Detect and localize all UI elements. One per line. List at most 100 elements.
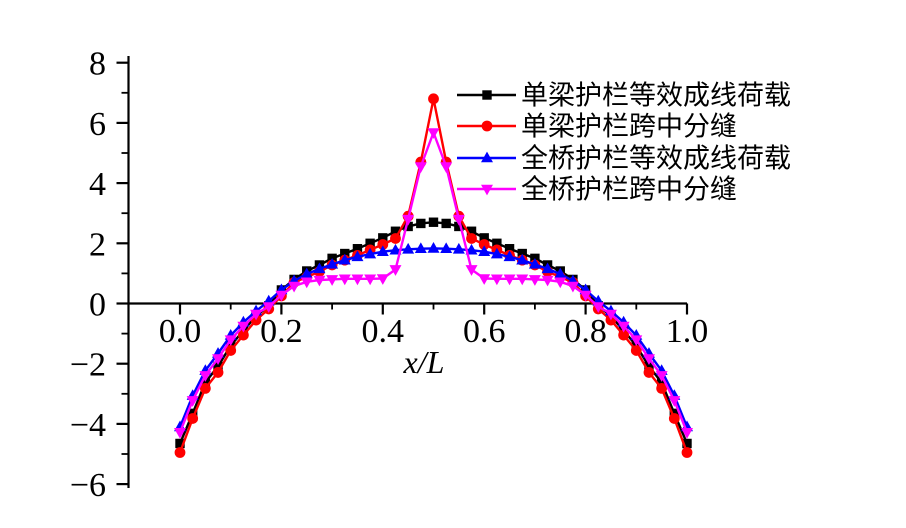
- data-point-marker: [338, 253, 351, 265]
- series-2: [174, 242, 693, 432]
- data-point-marker: [186, 396, 199, 407]
- data-point-marker: [630, 335, 643, 347]
- y-tick-label: 8: [89, 46, 106, 83]
- x-tick-label: 1.0: [666, 313, 709, 350]
- data-point-marker: [237, 321, 250, 333]
- data-point-marker: [655, 371, 668, 382]
- data-point-marker: [668, 396, 681, 407]
- legend-marker: [482, 90, 492, 100]
- data-point-marker: [313, 275, 326, 287]
- data-point-marker: [592, 302, 605, 313]
- data-point-marker: [479, 233, 489, 243]
- data-point-marker: [566, 281, 579, 293]
- data-point-marker: [237, 329, 249, 341]
- data-point-marker: [428, 217, 439, 227]
- data-point-marker: [492, 238, 502, 248]
- data-point-marker: [452, 214, 465, 226]
- data-point-marker: [174, 428, 186, 439]
- y-tick-label: 2: [89, 226, 106, 263]
- y-tick-label: 4: [89, 166, 106, 203]
- data-point-marker: [643, 367, 655, 378]
- data-point-marker: [199, 371, 212, 382]
- legend-label: 单梁护栏等效成线荷载: [521, 81, 791, 111]
- data-point-marker: [440, 162, 453, 173]
- data-point-marker: [200, 377, 211, 388]
- data-point-marker: [389, 243, 402, 255]
- legend-entry-2: 全桥护栏等效成线荷载: [457, 144, 791, 174]
- data-point-marker: [376, 245, 389, 257]
- data-point-marker: [656, 382, 668, 394]
- data-point-marker: [644, 361, 654, 372]
- data-point-marker: [604, 309, 617, 321]
- data-point-marker: [403, 221, 413, 232]
- legend-marker: [481, 184, 493, 196]
- data-point-marker: [630, 345, 642, 356]
- data-point-marker: [541, 262, 554, 274]
- data-point-marker: [364, 274, 377, 286]
- data-point-marker: [365, 238, 375, 248]
- legend-entry-0: 单梁护栏等效成线荷载: [457, 81, 791, 111]
- data-point-marker: [414, 242, 427, 254]
- data-point-marker: [326, 275, 339, 286]
- series-line: [178, 247, 689, 428]
- y-tick-label: 0: [89, 287, 106, 324]
- data-point-marker: [213, 361, 223, 372]
- data-point-marker: [490, 274, 503, 286]
- data-point-marker: [579, 290, 592, 302]
- legend-label: 全桥护栏跨中分缝: [521, 175, 737, 205]
- data-point-marker: [503, 274, 516, 286]
- data-point-marker: [504, 244, 515, 254]
- data-point-marker: [618, 329, 630, 341]
- data-point-marker: [340, 248, 350, 259]
- data-point-marker: [516, 253, 529, 265]
- x-axis-label: x/L: [403, 344, 445, 380]
- data-point-marker: [364, 247, 377, 259]
- data-point-marker: [378, 233, 388, 243]
- x-tick-label: 0.4: [362, 313, 405, 350]
- data-point-marker: [642, 354, 655, 365]
- data-point-marker: [326, 257, 339, 269]
- data-point-marker: [466, 233, 477, 244]
- data-point-marker: [313, 262, 326, 274]
- data-point-marker: [389, 265, 402, 276]
- legend-label: 全桥护栏等效成线荷载: [521, 144, 791, 174]
- data-point-marker: [466, 226, 477, 236]
- data-point-marker: [212, 367, 224, 378]
- y-tick-label: −6: [70, 467, 106, 504]
- data-point-marker: [617, 321, 630, 333]
- data-point-marker: [656, 377, 667, 388]
- data-point-marker: [414, 162, 427, 173]
- data-point-marker: [478, 245, 491, 257]
- data-point-marker: [402, 214, 415, 226]
- y-tick-label: −4: [70, 407, 106, 444]
- data-point-marker: [352, 244, 363, 254]
- data-point-marker: [528, 275, 541, 286]
- y-tick-label: −2: [70, 347, 106, 384]
- legend-marker: [481, 151, 493, 163]
- data-point-marker: [275, 290, 288, 302]
- data-point-marker: [503, 250, 516, 262]
- data-point-marker: [528, 257, 541, 269]
- data-point-marker: [199, 382, 211, 394]
- x-tick-label: 0.2: [260, 313, 303, 350]
- data-point-marker: [478, 239, 490, 250]
- legend-entry-3: 全桥护栏跨中分缝: [457, 175, 737, 205]
- data-point-marker: [681, 447, 693, 458]
- data-point-marker: [174, 447, 186, 458]
- data-point-marker: [681, 428, 693, 439]
- data-point-marker: [250, 309, 263, 321]
- tick-marks: 8 6 4 2 0 −2 −4 −6 0.0 0.2 0.4 0.6 0.8 1.0: [70, 46, 708, 504]
- data-point-marker: [517, 248, 527, 259]
- data-point-marker: [440, 242, 453, 254]
- y-tick-label: 6: [89, 106, 106, 143]
- data-point-marker: [402, 242, 415, 254]
- data-point-marker: [478, 274, 491, 285]
- data-point-marker: [427, 128, 440, 139]
- data-point-marker: [490, 247, 503, 259]
- data-point-marker: [452, 242, 465, 254]
- data-point-marker: [390, 233, 401, 244]
- data-point-marker: [300, 267, 313, 279]
- data-point-marker: [465, 265, 478, 276]
